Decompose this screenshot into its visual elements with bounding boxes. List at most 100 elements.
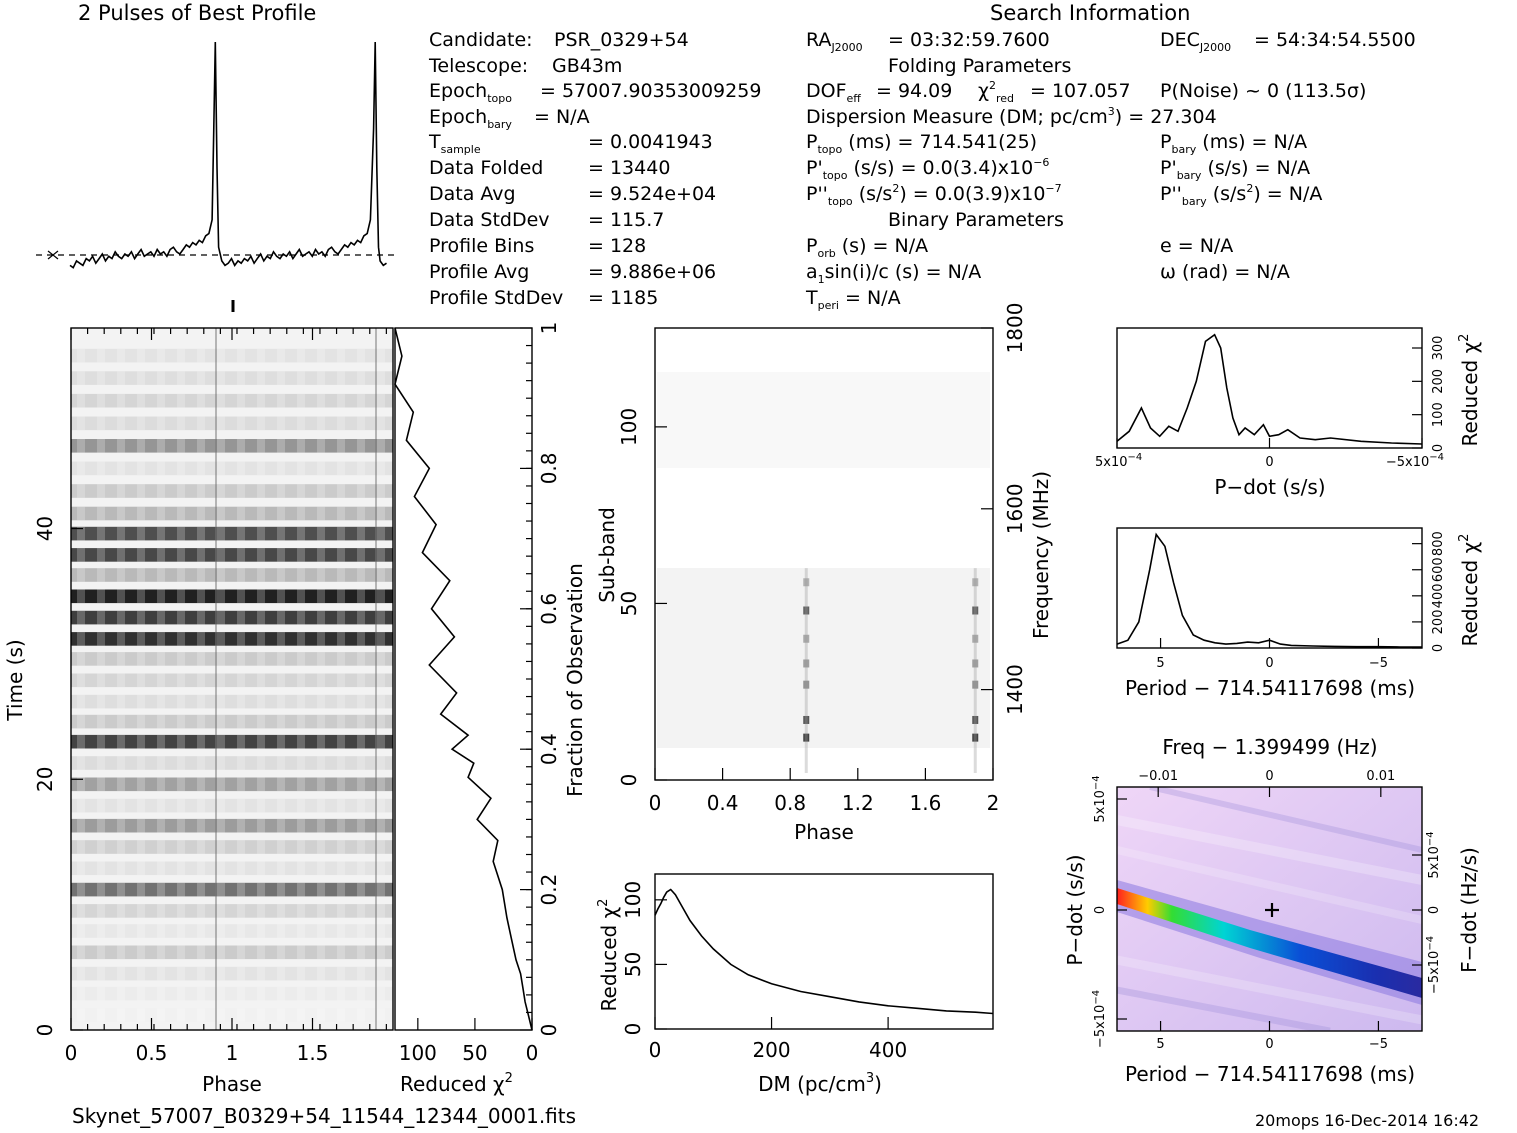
tp-cell <box>137 924 145 938</box>
tp-cell <box>217 673 225 688</box>
tp-cell <box>197 393 205 408</box>
tp-cell <box>157 798 165 813</box>
tp-cell <box>377 439 385 453</box>
tp-cell <box>317 1008 325 1022</box>
ptopo-label: Ptopo (ms) = 714.541(25) <box>806 131 1038 156</box>
tp-cell <box>97 461 105 476</box>
tp-cell <box>197 945 205 960</box>
tp-cell <box>137 393 145 408</box>
tp-cell <box>137 632 145 646</box>
tp-cell <box>337 714 345 729</box>
sb-pulse-cell <box>972 659 979 668</box>
tp-cell <box>257 673 265 688</box>
dm-plot: 0 200 400 0 50 100 <box>621 873 994 1062</box>
tp-cell <box>157 840 165 854</box>
tp-cell <box>137 1008 145 1022</box>
pp-x2tick-label: 0 <box>1265 769 1273 784</box>
tp-cell <box>197 371 205 385</box>
tp-cell <box>137 777 145 792</box>
tp-cell <box>197 840 205 854</box>
tp-cell <box>237 861 245 876</box>
tp-cell <box>137 986 145 1001</box>
tp-cell <box>237 966 245 981</box>
tp-cell <box>117 589 125 604</box>
tp-cell <box>197 484 205 498</box>
tp-band <box>71 798 393 813</box>
tp-cell <box>97 393 105 408</box>
tp-cell <box>337 673 345 688</box>
ecc-label: e = N/A <box>1160 235 1234 257</box>
time-phase-plot: 0 0.5 1 1.5 0 20 40 <box>33 327 394 1065</box>
pdot-xlabel: P−dot (s/s) <box>1214 475 1325 499</box>
tp-cell <box>377 734 385 749</box>
tp-cell <box>117 924 125 938</box>
tp-cell <box>337 393 345 408</box>
pp-x2tick-label: 0.01 <box>1366 769 1395 784</box>
tp-cell <box>117 348 125 363</box>
tp-cell <box>117 966 125 981</box>
tp-cell <box>277 673 285 688</box>
tp-band <box>71 818 393 833</box>
tp-band <box>71 610 393 625</box>
tp-cell <box>337 568 345 582</box>
ct-xtick-label: 50 <box>462 1041 487 1065</box>
tp-cell <box>177 506 185 521</box>
sb-pulse-cell <box>803 634 810 643</box>
tp-cell <box>277 461 285 476</box>
tp-cell <box>357 945 365 960</box>
tp-cell <box>317 439 325 453</box>
tp-cell <box>117 734 125 749</box>
tp-cell <box>337 526 345 541</box>
tp-cell <box>77 986 85 1001</box>
sb-y2tick-label: 1800 <box>1003 303 1027 354</box>
dm-label: Dispersion Measure (DM; pc/cm3) = 27.304 <box>806 105 1217 128</box>
period-xtick-label: 5 <box>1156 656 1164 671</box>
dof-value: = 94.09 <box>876 80 953 102</box>
tp-ytick-label: 20 <box>33 767 57 792</box>
tp-cell <box>97 818 105 833</box>
tp-cell <box>97 798 105 813</box>
tp-cell <box>297 924 305 938</box>
sb-xtick-label: 0 <box>649 791 662 815</box>
tp-cell <box>237 904 245 918</box>
tp-cell <box>317 904 325 918</box>
tp-cell <box>337 371 345 385</box>
pdot-ylabel: Reduced χ2 <box>1457 334 1482 447</box>
tp-cell <box>297 777 305 792</box>
tp-cell <box>357 371 365 385</box>
tp-cell <box>137 568 145 582</box>
tp-cell <box>357 461 365 476</box>
dm-xtick-label: 400 <box>869 1038 907 1062</box>
telescope-label: Telescope: <box>429 55 529 77</box>
tp-cell <box>77 818 85 833</box>
tp-cell <box>97 589 105 604</box>
sb-pulse-cell <box>803 680 810 689</box>
tp-cell <box>77 548 85 562</box>
tp-cell <box>237 416 245 431</box>
tp-cell <box>137 756 145 770</box>
tp-cell <box>137 461 145 476</box>
p-pdot-plot: 5 0 −5 −0.01 0 0.01 5x10−4 0 −5x10−4 5x10−4 0 −5x10… <box>1091 769 1442 1052</box>
tp-cell <box>357 818 365 833</box>
tp-cell <box>97 986 105 1001</box>
tp-cell <box>157 348 165 363</box>
tp-cell <box>197 798 205 813</box>
tp-cell <box>337 439 345 453</box>
tp-cell <box>97 714 105 729</box>
tp-cell <box>77 798 85 813</box>
epoch-bary-label: Epochbary <box>429 106 512 131</box>
tp-cell <box>97 734 105 749</box>
tp-cell <box>77 371 85 385</box>
tp-cell <box>77 1008 85 1022</box>
profile-title: 2 Pulses of Best Profile <box>78 1 317 25</box>
tp-cell <box>317 840 325 854</box>
tp-cell <box>337 632 345 646</box>
tp-cell <box>277 694 285 709</box>
tp-cell <box>377 924 385 938</box>
ra-value: = 03:32:59.7600 <box>888 29 1050 51</box>
tp-cell <box>257 506 265 521</box>
epoch-bary-value: = N/A <box>534 106 590 128</box>
tp-cell <box>177 439 185 453</box>
tp-cell <box>77 861 85 876</box>
tp-cell <box>217 484 225 498</box>
